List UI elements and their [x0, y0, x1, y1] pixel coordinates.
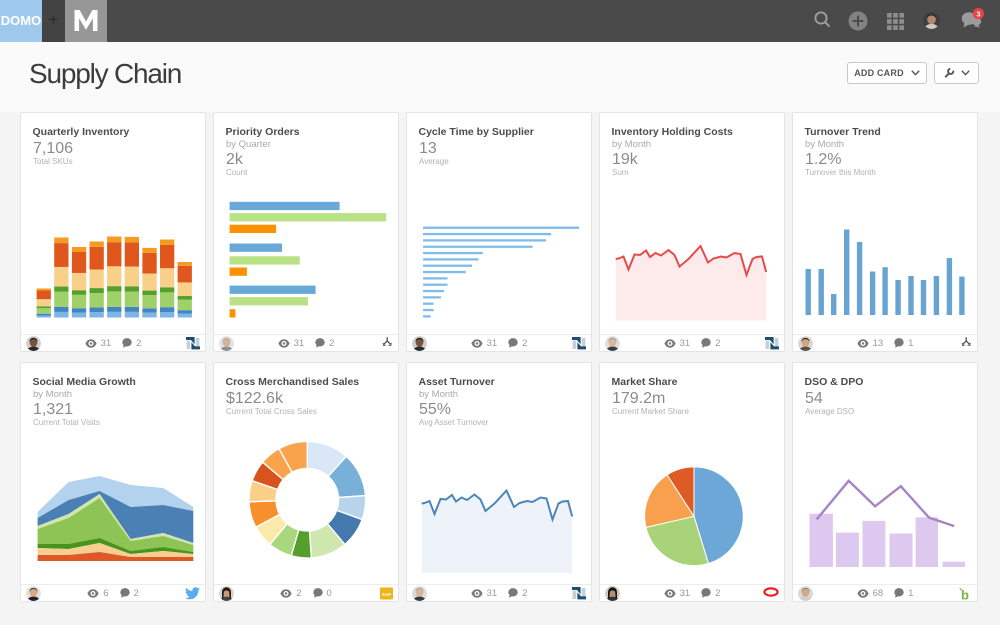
svg-text:3: 3 [976, 9, 980, 18]
svg-text:b: b [961, 588, 969, 602]
svg-text:SAP: SAP [382, 592, 391, 597]
